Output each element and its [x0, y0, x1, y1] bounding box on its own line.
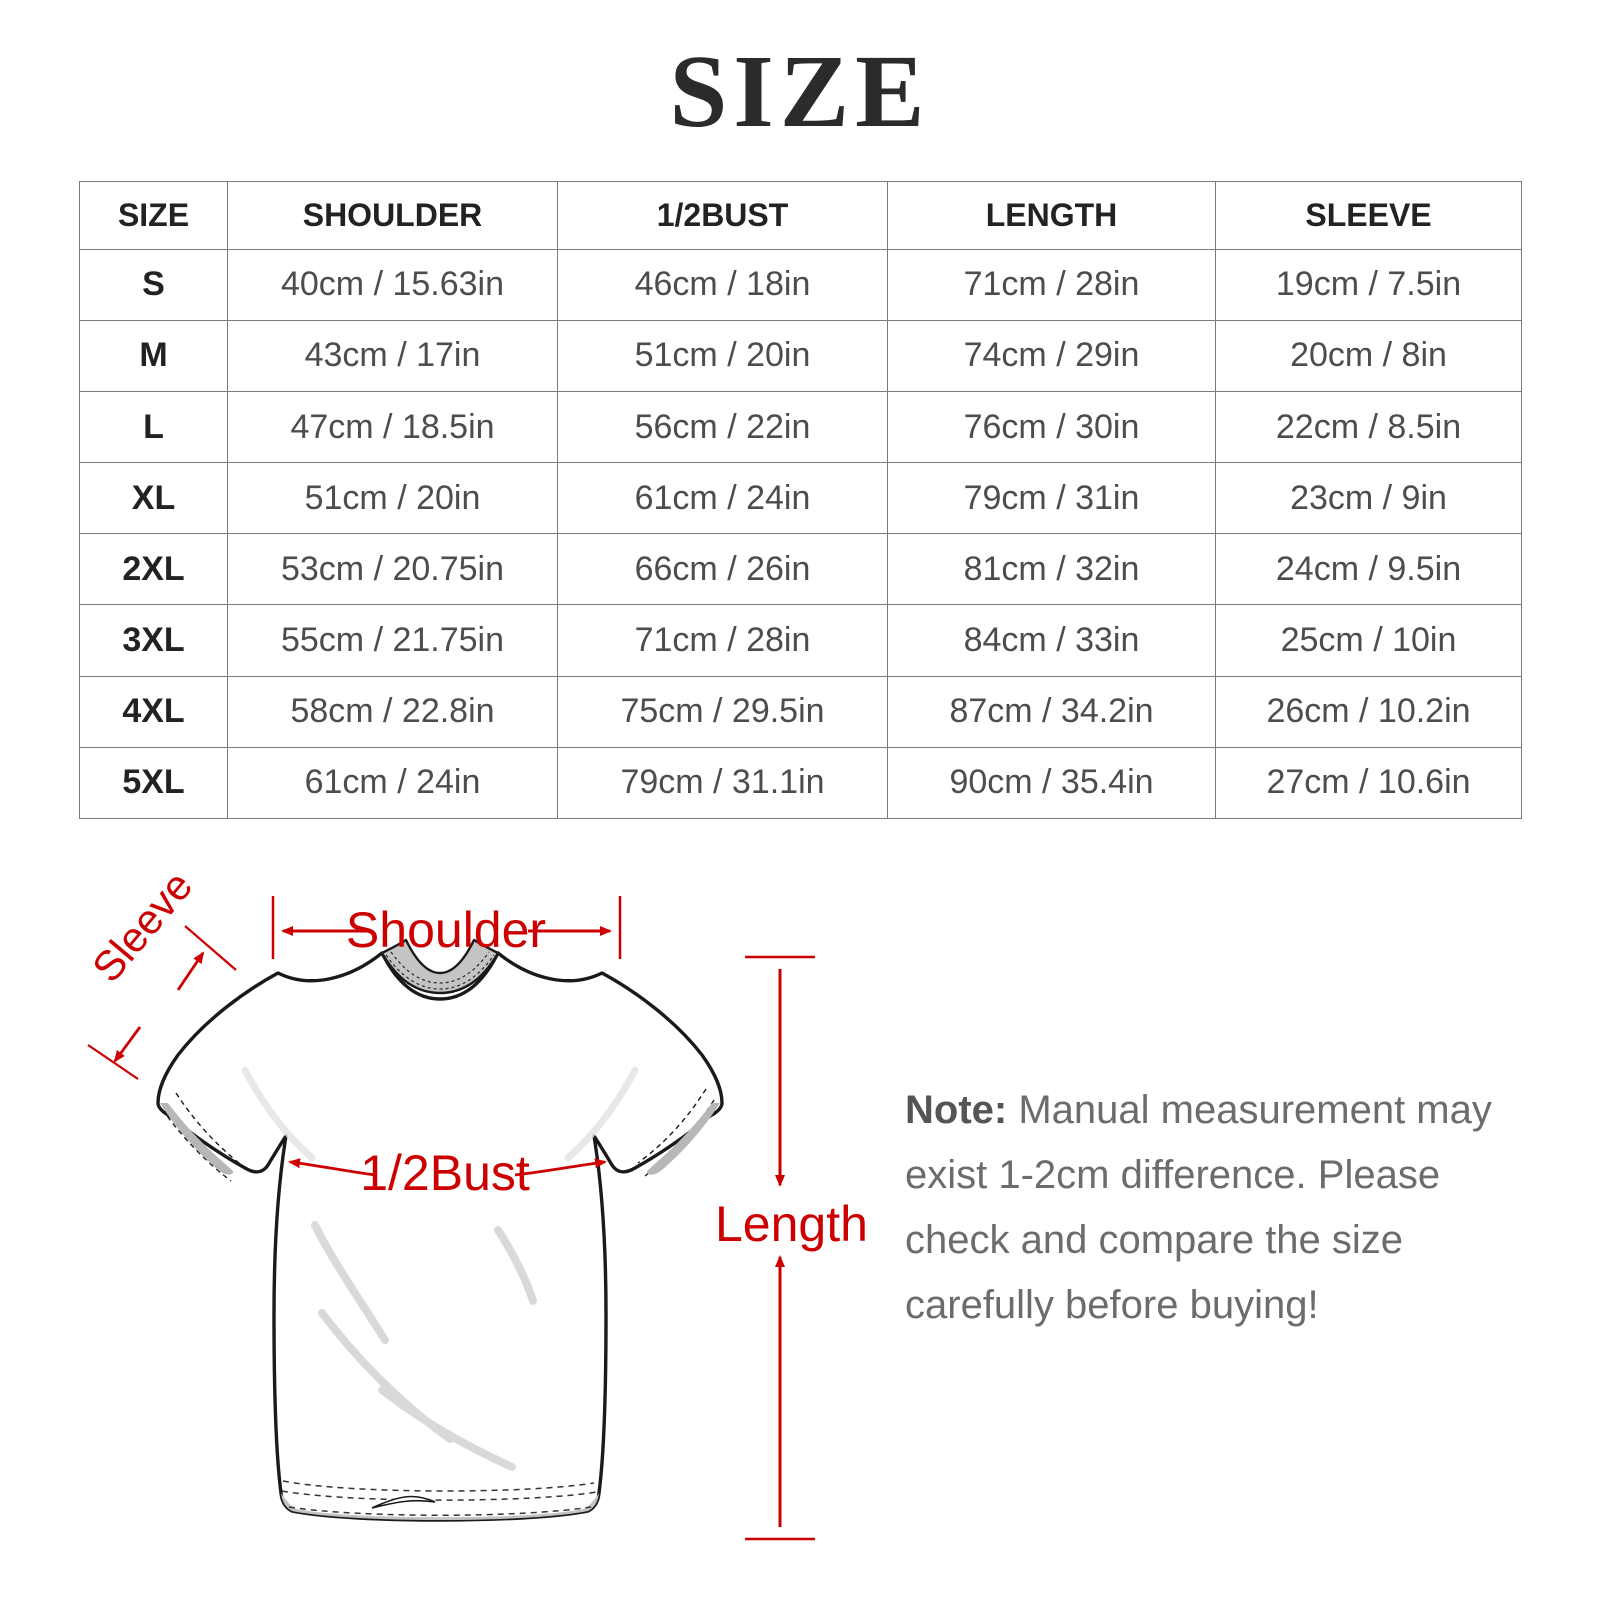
svg-text:Sleeve: Sleeve	[83, 862, 202, 991]
svg-text:Shoulder: Shoulder	[346, 902, 546, 958]
svg-text:Length: Length	[715, 1196, 868, 1252]
svg-text:1/2Bust: 1/2Bust	[360, 1145, 530, 1201]
